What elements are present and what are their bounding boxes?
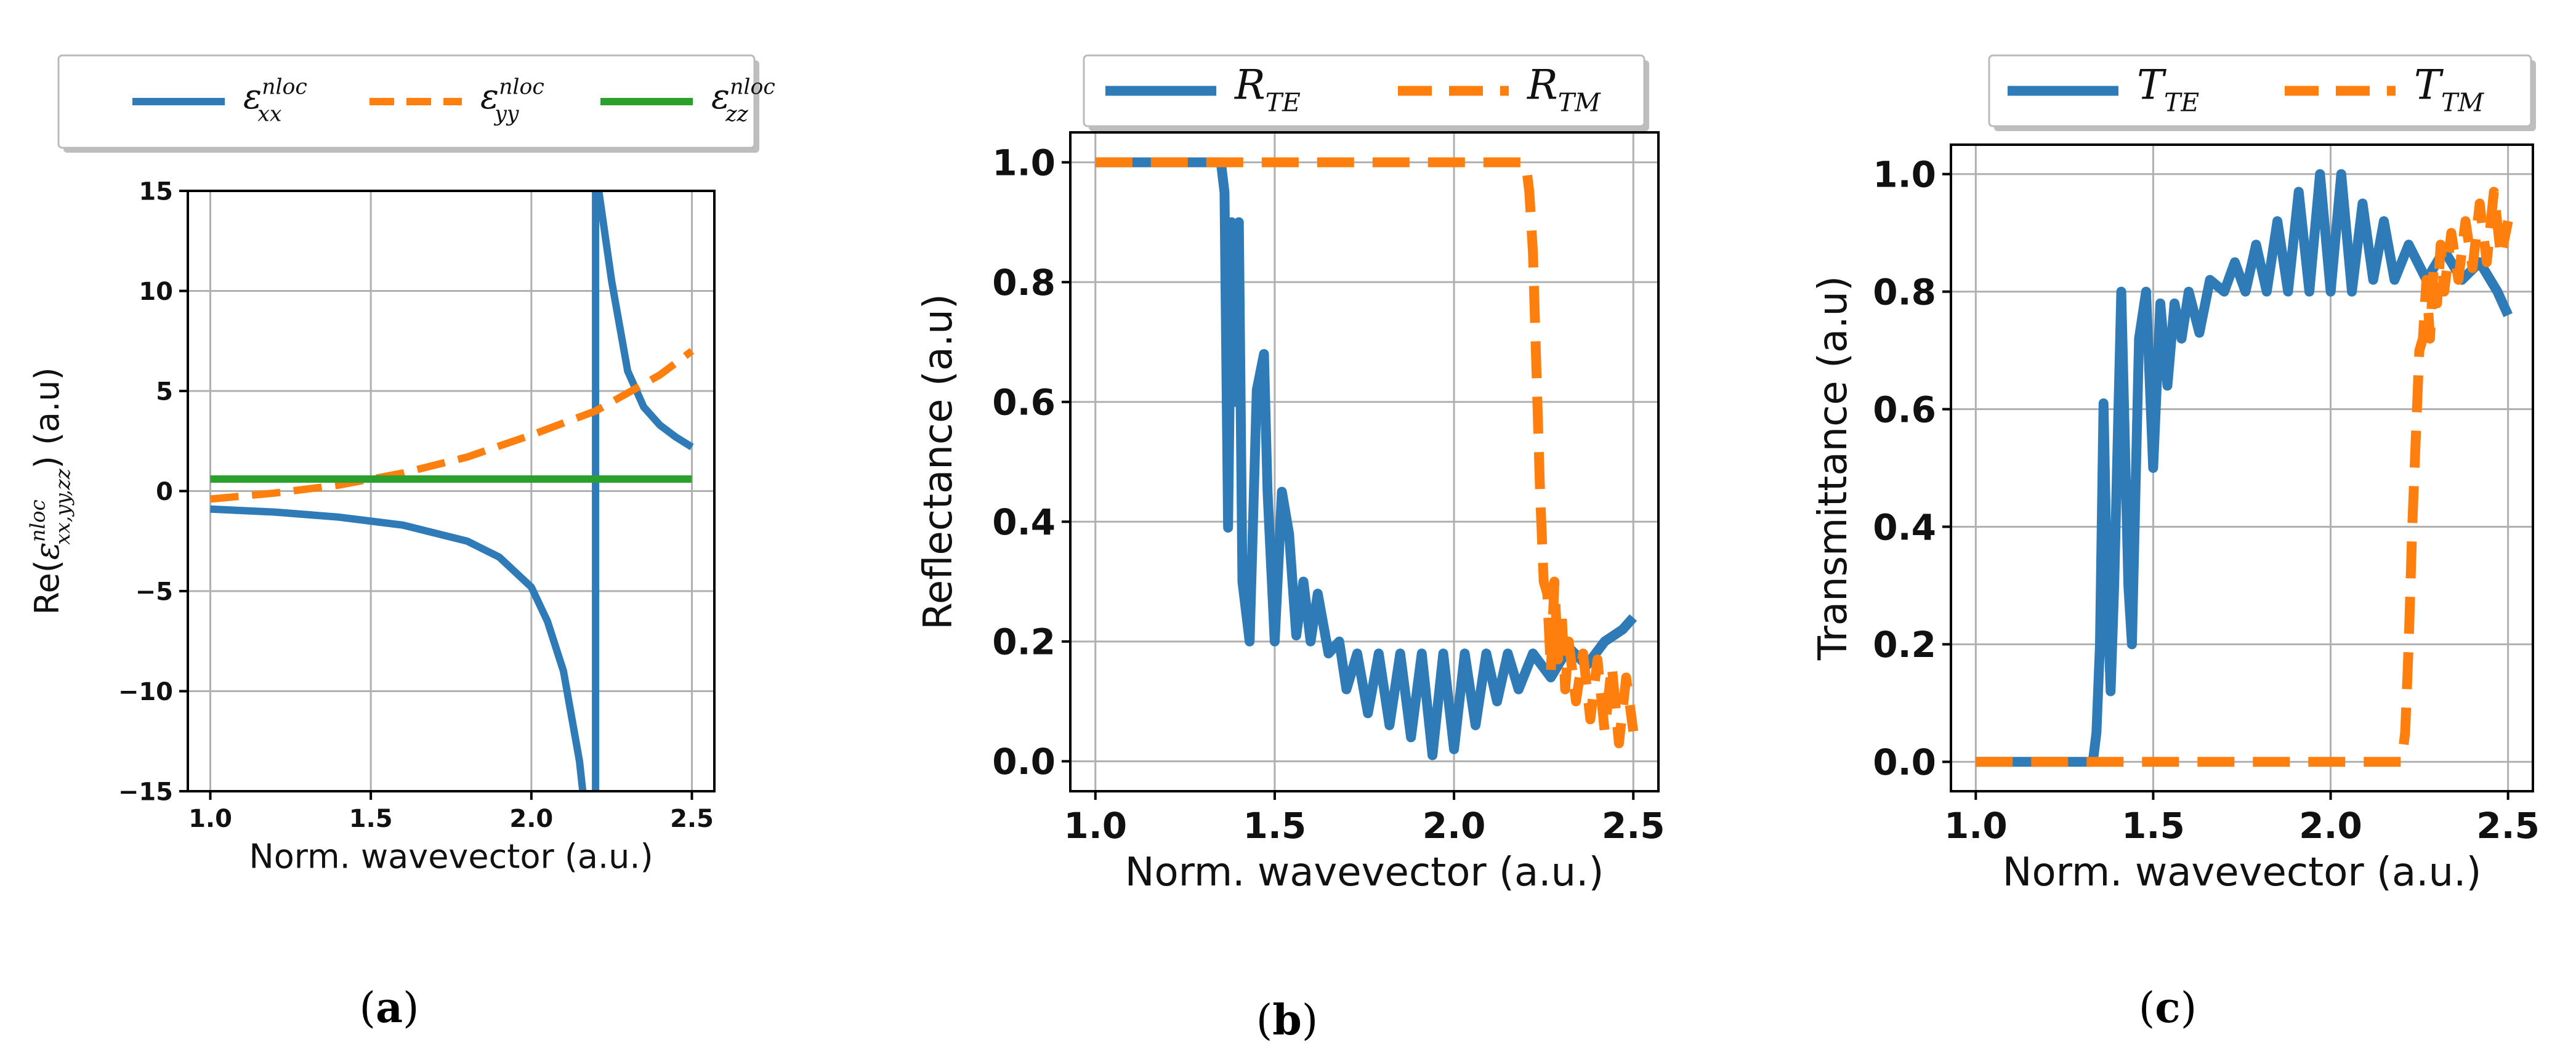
legend-label-zz: εnloc zz: [711, 75, 775, 127]
panel-letter: (a): [359, 983, 419, 1033]
series-line-te: [1976, 169, 2513, 767]
x-tick-label: 1.0: [1944, 805, 2008, 847]
y-tick-label: 0.8: [1873, 272, 1936, 313]
x-tick-label: 1.0: [1064, 805, 1127, 847]
x-axis-label: Norm. wavevector (a.u.): [1125, 850, 1604, 895]
y-tick-label: 0.0: [992, 741, 1056, 783]
y-tick-label: 0.4: [1873, 506, 1936, 548]
legend-label-te: TTE: [2137, 62, 2199, 118]
plot-area: [209, 191, 695, 791]
y-tick-label: 0.0: [1873, 741, 1936, 783]
legend-box: [1988, 54, 2532, 127]
y-axis-label: Transmittance (a.u): [1811, 276, 1856, 661]
y-tick-label: 0: [156, 478, 173, 506]
x-tick-label: 1.5: [2122, 805, 2185, 847]
series-line-tm: [1976, 187, 2513, 767]
y-tick-label: 0.6: [992, 382, 1056, 424]
series-line-xx: [210, 505, 587, 791]
y-tick-label: 0.8: [992, 262, 1056, 304]
y-tick-label: 5: [156, 377, 173, 406]
plot-area: [1976, 169, 2513, 767]
y-tick-label: −15: [118, 778, 173, 806]
x-tick-label: 2.0: [1423, 805, 1486, 847]
y-tick-label: 10: [139, 278, 173, 306]
x-tick-label: 2.0: [2299, 805, 2362, 847]
y-tick-label: −10: [118, 678, 173, 706]
x-tick-label: 1.0: [188, 805, 232, 833]
series-line-xx: [595, 191, 694, 451]
x-tick-label: 1.5: [1243, 805, 1307, 847]
panel-letter: (c): [2139, 983, 2197, 1033]
x-tick-label: 2.5: [2476, 805, 2540, 847]
y-tick-label: 1.0: [992, 142, 1056, 184]
x-tick-label: 2.5: [1602, 805, 1665, 847]
x-tick-label: 2.5: [670, 805, 714, 833]
series-line-te: [1095, 157, 1637, 760]
legend-box: [1083, 54, 1645, 127]
y-tick-label: 1.0: [1873, 154, 1936, 196]
x-tick-label: 2.0: [509, 805, 553, 833]
plot-area: [1095, 157, 1639, 760]
panel-letter: (b): [1256, 996, 1318, 1045]
y-tick-label: 0.6: [1873, 389, 1936, 430]
axes-frame: [1069, 131, 1660, 792]
y-axis-label: Reflectance (a.u): [916, 294, 961, 630]
panel-a: 1.0 1.5 2.0 2.5 −15 −10 −5 0 5 10 15 Norm. wavevect…: [26, 54, 775, 1033]
legend-label-te: RTE: [1234, 62, 1301, 118]
axes-frame: [1950, 143, 2534, 792]
y-tick-label: −5: [135, 578, 173, 606]
y-tick-label: 15: [139, 177, 173, 206]
x-axis-label: Norm. wavevector (a.u.): [2003, 850, 2482, 895]
x-tick-label: 1.5: [349, 805, 393, 833]
series-line-yy: [209, 348, 695, 503]
y-tick-label: 0.2: [992, 621, 1056, 663]
legend-label-tm: TTM: [2414, 62, 2484, 118]
y-axis-label: Re(εnlocxx,yy,zz) (a.u): [26, 367, 75, 615]
y-tick-label: 0.4: [992, 501, 1056, 543]
legend-label-yy: εnloc yy: [480, 75, 544, 127]
legend-label-tm: RTM: [1527, 62, 1601, 118]
legend-label-xx: εnloc xx: [243, 75, 307, 127]
x-axis-label: Norm. wavevector (a.u.): [249, 837, 653, 876]
series-line-tm: [1095, 157, 1639, 749]
y-tick-label: 0.2: [1873, 624, 1936, 666]
